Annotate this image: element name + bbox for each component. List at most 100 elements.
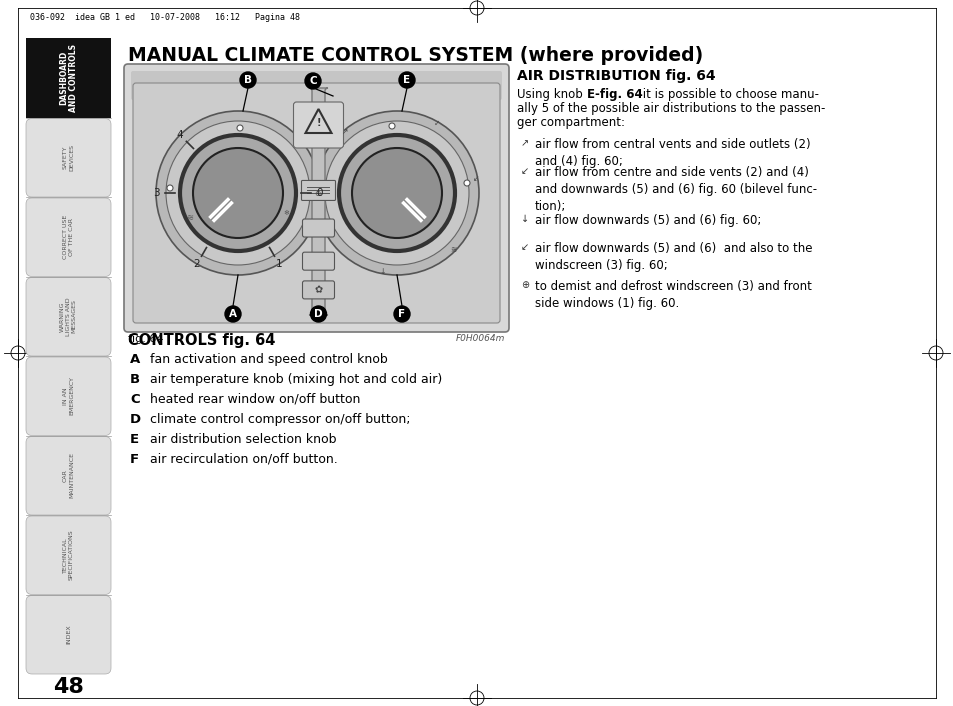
FancyBboxPatch shape bbox=[26, 277, 111, 356]
Circle shape bbox=[394, 306, 410, 322]
Text: fan activation and speed control knob: fan activation and speed control knob bbox=[150, 353, 387, 366]
Circle shape bbox=[305, 73, 320, 89]
Circle shape bbox=[314, 111, 478, 275]
Text: MANUAL CLIMATE CONTROL SYSTEM (where provided): MANUAL CLIMATE CONTROL SYSTEM (where pro… bbox=[128, 46, 702, 65]
FancyBboxPatch shape bbox=[26, 198, 111, 277]
FancyBboxPatch shape bbox=[26, 436, 111, 515]
Text: INDEX: INDEX bbox=[66, 624, 71, 644]
Text: ally 5 of the possible air distributions to the passen-: ally 5 of the possible air distributions… bbox=[517, 102, 824, 115]
Text: air recirculation on/off button.: air recirculation on/off button. bbox=[150, 453, 337, 466]
Text: B: B bbox=[130, 373, 140, 386]
Text: IN AN
EMERGENCY: IN AN EMERGENCY bbox=[63, 376, 73, 415]
FancyBboxPatch shape bbox=[132, 83, 499, 323]
Text: air distribution selection knob: air distribution selection knob bbox=[150, 433, 336, 446]
FancyBboxPatch shape bbox=[302, 281, 335, 299]
Text: air flow from centre and side vents (2) and (4)
and downwards (5) and (6) fig. 6: air flow from centre and side vents (2) … bbox=[535, 166, 817, 213]
FancyBboxPatch shape bbox=[26, 516, 111, 594]
Text: air temperature knob (mixing hot and cold air): air temperature knob (mixing hot and col… bbox=[150, 373, 442, 386]
Text: E: E bbox=[403, 75, 410, 85]
Circle shape bbox=[352, 148, 441, 238]
Text: air flow downwards (5) and (6) fig. 60;: air flow downwards (5) and (6) fig. 60; bbox=[535, 214, 760, 227]
Circle shape bbox=[167, 185, 172, 191]
Text: ↗: ↗ bbox=[520, 138, 529, 148]
Text: F0H0064m: F0H0064m bbox=[456, 334, 504, 343]
Circle shape bbox=[180, 135, 295, 251]
Circle shape bbox=[236, 125, 243, 131]
FancyBboxPatch shape bbox=[26, 595, 111, 674]
Text: B: B bbox=[244, 75, 252, 85]
Text: 48: 48 bbox=[53, 677, 84, 697]
Text: C: C bbox=[130, 393, 139, 406]
Text: 036-092  idea GB 1 ed   10-07-2008   16:12   Pagina 48: 036-092 idea GB 1 ed 10-07-2008 16:12 Pa… bbox=[30, 13, 299, 22]
Text: A: A bbox=[130, 353, 140, 366]
Text: air flow downwards (5) and (6)  and also to the
windscreen (3) fig. 60;: air flow downwards (5) and (6) and also … bbox=[535, 242, 812, 272]
Text: F: F bbox=[130, 453, 139, 466]
Text: 3: 3 bbox=[152, 188, 159, 198]
Text: 0: 0 bbox=[316, 188, 323, 198]
Circle shape bbox=[166, 121, 310, 265]
Text: ⊕: ⊕ bbox=[520, 280, 529, 290]
Text: CAR
MAINTENANCE: CAR MAINTENANCE bbox=[63, 453, 73, 498]
Circle shape bbox=[463, 180, 470, 186]
Text: 2: 2 bbox=[193, 259, 200, 269]
Text: C: C bbox=[309, 76, 316, 86]
Text: E: E bbox=[130, 433, 139, 446]
Text: 1: 1 bbox=[275, 259, 282, 269]
Circle shape bbox=[225, 306, 241, 322]
Text: fig. 64: fig. 64 bbox=[128, 334, 163, 344]
Circle shape bbox=[389, 123, 395, 129]
FancyBboxPatch shape bbox=[294, 102, 343, 148]
Circle shape bbox=[325, 121, 469, 265]
Text: CONTROLS fig. 64: CONTROLS fig. 64 bbox=[128, 333, 275, 348]
Text: ≋: ≋ bbox=[186, 213, 193, 222]
Text: climate control compressor on/off button;: climate control compressor on/off button… bbox=[150, 413, 410, 426]
Text: F: F bbox=[398, 309, 405, 319]
FancyBboxPatch shape bbox=[302, 219, 335, 237]
Circle shape bbox=[338, 135, 455, 251]
Text: DASHBOARD
AND CONTROLS: DASHBOARD AND CONTROLS bbox=[59, 44, 78, 112]
Text: ≋: ≋ bbox=[450, 245, 456, 254]
Text: ✓: ✓ bbox=[434, 119, 439, 128]
Text: it is possible to choose manu-: it is possible to choose manu- bbox=[639, 88, 818, 101]
FancyBboxPatch shape bbox=[26, 119, 111, 197]
Text: ↗: ↗ bbox=[342, 127, 349, 136]
Text: A: A bbox=[229, 309, 236, 319]
Text: SAFETY
DEVICES: SAFETY DEVICES bbox=[63, 144, 73, 171]
Circle shape bbox=[193, 148, 283, 238]
Text: to demist and defrost windscreen (3) and front
side windows (1) fig. 60.: to demist and defrost windscreen (3) and… bbox=[535, 280, 811, 310]
Text: ↓: ↓ bbox=[520, 214, 529, 224]
Text: AIR DISTRIBUTION fig. 64: AIR DISTRIBUTION fig. 64 bbox=[517, 69, 715, 83]
Text: ↙: ↙ bbox=[520, 242, 529, 252]
Text: ✿: ✿ bbox=[314, 285, 322, 295]
Text: !: ! bbox=[315, 118, 320, 128]
Text: heated rear window on/off button: heated rear window on/off button bbox=[150, 393, 360, 406]
Circle shape bbox=[240, 72, 255, 88]
Circle shape bbox=[398, 72, 415, 88]
FancyBboxPatch shape bbox=[131, 71, 501, 100]
Text: D: D bbox=[130, 413, 141, 426]
Text: D: D bbox=[314, 309, 322, 319]
Text: CORRECT USE
OF THE CAR: CORRECT USE OF THE CAR bbox=[63, 215, 73, 259]
Text: ↙: ↙ bbox=[472, 174, 478, 184]
Text: E-fig. 64: E-fig. 64 bbox=[586, 88, 642, 101]
Text: WARNING
LIGHTS AND
MESSAGES: WARNING LIGHTS AND MESSAGES bbox=[60, 297, 77, 335]
Text: ❄: ❄ bbox=[283, 210, 289, 216]
Circle shape bbox=[310, 306, 326, 322]
Text: ger compartment:: ger compartment: bbox=[517, 116, 624, 129]
FancyBboxPatch shape bbox=[124, 64, 509, 332]
Text: Using knob: Using knob bbox=[517, 88, 586, 101]
FancyBboxPatch shape bbox=[309, 88, 328, 315]
Text: ⊕: ⊕ bbox=[314, 189, 320, 198]
FancyBboxPatch shape bbox=[302, 252, 335, 270]
FancyBboxPatch shape bbox=[301, 181, 335, 201]
Text: 4: 4 bbox=[176, 130, 183, 140]
Text: ↓: ↓ bbox=[379, 268, 386, 276]
Text: ↙: ↙ bbox=[520, 166, 529, 176]
Text: TECHNICAL
SPECIFICATIONS: TECHNICAL SPECIFICATIONS bbox=[63, 530, 73, 580]
FancyBboxPatch shape bbox=[26, 357, 111, 436]
Bar bbox=[26, 38, 111, 117]
Circle shape bbox=[156, 111, 319, 275]
Text: air flow from central vents and side outlets (2)
and (4) fig. 60;: air flow from central vents and side out… bbox=[535, 138, 810, 168]
